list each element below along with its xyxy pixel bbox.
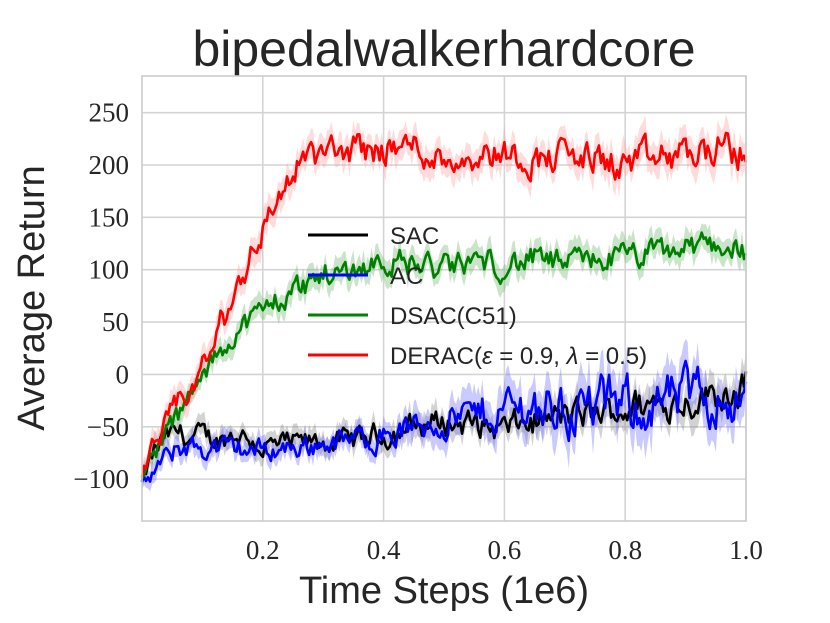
x-tick-labels: 0.2 0.4 0.6 0.8 1.0 <box>246 535 763 565</box>
y-tick-label: 100 <box>89 255 130 285</box>
y-tick-label: 200 <box>89 150 130 180</box>
series-line <box>140 359 748 483</box>
series-line <box>140 231 748 480</box>
y-tick-label: 150 <box>89 202 130 232</box>
x-tick-label: 1.0 <box>729 535 763 565</box>
x-tick-label: 0.6 <box>488 535 522 565</box>
y-axis-label: Average Return <box>11 165 53 430</box>
x-tick-label: 0.2 <box>246 535 280 565</box>
series-line <box>140 131 748 478</box>
y-tick-label: −50 <box>87 412 129 442</box>
y-tick-label: −100 <box>73 464 129 494</box>
x-axis-label: Time Steps (1e6) <box>299 570 589 612</box>
series-band <box>142 114 746 487</box>
legend-label: SAC <box>390 223 439 250</box>
x-tick-label: 0.4 <box>367 535 401 565</box>
series-lines <box>140 131 748 483</box>
y-tick-label: 50 <box>102 307 129 337</box>
legend-label: DERAC(ε = 0.9, λ = 0.5) <box>390 343 647 370</box>
plot-frame <box>141 75 747 522</box>
legend-label: AC <box>390 263 423 290</box>
y-tick-label: 250 <box>89 98 130 128</box>
chart-title: bipedalwalkerhardcore <box>192 21 695 77</box>
series-band <box>142 339 746 492</box>
x-tick-label: 0.8 <box>608 535 642 565</box>
y-tick-labels: −100 −50 0 50 100 150 200 250 <box>73 98 129 494</box>
plot-area <box>140 75 748 522</box>
legend-label: DSAC(C51) <box>390 303 517 330</box>
legend: SAC AC DSAC(C51) DERAC(ε = 0.9, λ = 0.5) <box>308 223 647 370</box>
y-tick-label: 0 <box>116 359 130 389</box>
series-line <box>140 371 748 483</box>
